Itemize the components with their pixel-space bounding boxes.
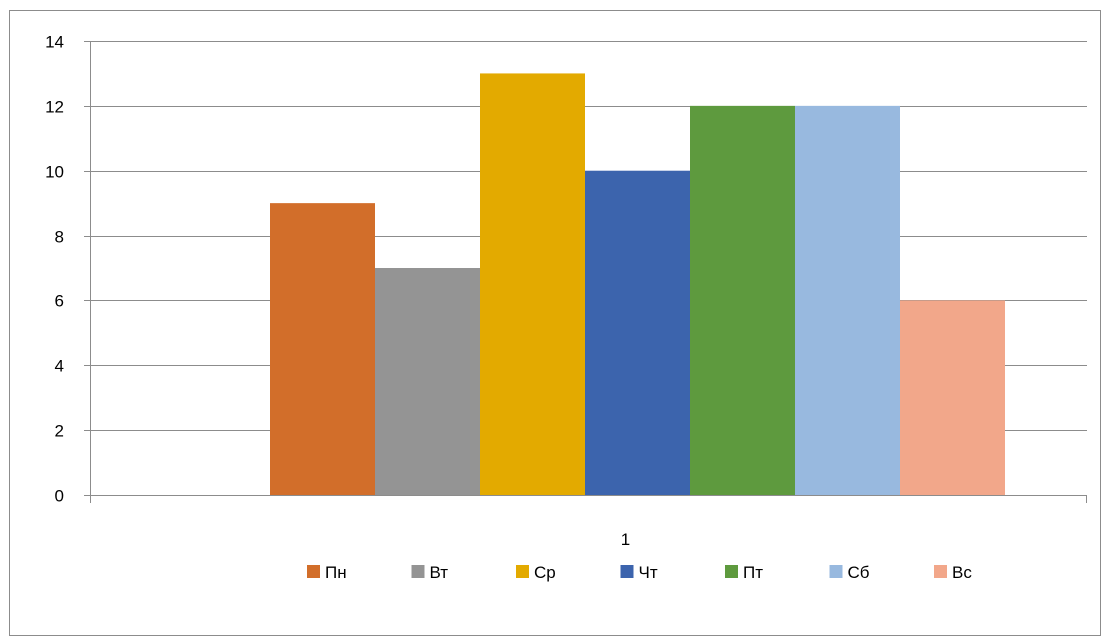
legend-item: Чт bbox=[620, 563, 658, 582]
legend-label: Пт bbox=[743, 563, 763, 582]
legend-item: Вт bbox=[411, 563, 449, 582]
bars bbox=[270, 73, 1005, 495]
y-axis-tick-labels: 0 2 4 6 8 10 12 14 bbox=[45, 33, 64, 506]
y-tick-label: 14 bbox=[45, 33, 64, 52]
legend-item: Вс bbox=[934, 563, 972, 582]
bar-1 bbox=[270, 203, 375, 495]
legend-item: Сб bbox=[829, 563, 870, 582]
legend-swatch bbox=[516, 565, 529, 578]
legend-label: Сб bbox=[848, 563, 870, 582]
bar-5 bbox=[690, 105, 795, 495]
bar-4 bbox=[585, 170, 690, 495]
bar-6 bbox=[795, 105, 900, 495]
legend-swatch bbox=[934, 565, 947, 578]
legend-swatch bbox=[411, 565, 425, 578]
legend-label: Вт bbox=[430, 563, 449, 582]
legend-swatch bbox=[829, 565, 843, 578]
y-tick-label: 12 bbox=[45, 98, 64, 117]
legend-item: Пт bbox=[725, 563, 763, 582]
y-tick-label: 6 bbox=[55, 292, 64, 311]
legend-label: Вс bbox=[952, 563, 972, 582]
y-tick-label: 10 bbox=[45, 163, 64, 182]
y-tick-label: 8 bbox=[55, 228, 64, 247]
legend-label: Чт bbox=[639, 563, 658, 582]
legend-label: Пн bbox=[325, 563, 347, 582]
legend-item: Ср bbox=[516, 563, 556, 582]
bar-3 bbox=[480, 73, 585, 495]
y-tick-label: 2 bbox=[55, 422, 64, 441]
x-axis-tick-labels: 1 bbox=[621, 530, 630, 549]
legend-swatch bbox=[307, 565, 320, 578]
legend-item: Пн bbox=[307, 563, 347, 582]
y-tick-label: 4 bbox=[55, 357, 64, 376]
legend-label: Ср bbox=[534, 563, 556, 582]
legend-swatch bbox=[725, 565, 738, 578]
bar-2 bbox=[375, 268, 480, 495]
legend-swatch bbox=[620, 565, 634, 578]
x-tick-label: 1 bbox=[621, 530, 630, 549]
bar-7 bbox=[900, 300, 1005, 495]
axes bbox=[84, 41, 1087, 503]
legend: Пн Вт Ср Чт Пт Сб Вс bbox=[307, 563, 972, 582]
y-tick-label: 0 bbox=[55, 487, 64, 506]
